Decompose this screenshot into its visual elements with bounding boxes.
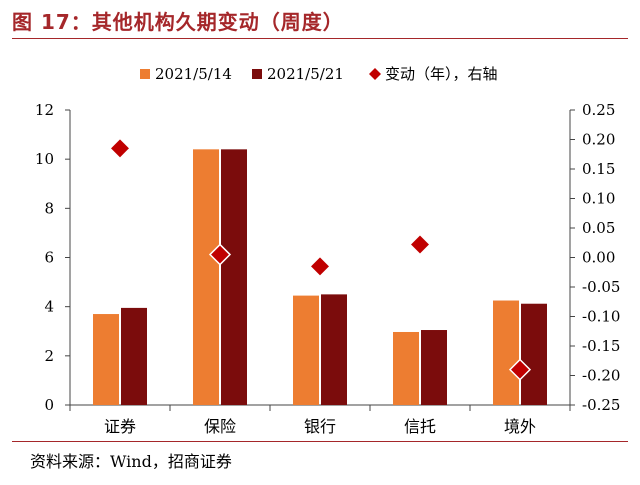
bar-series2 xyxy=(521,303,547,405)
legend-swatch xyxy=(369,68,381,80)
figure-title: 图 17：其他机构久期变动（周度） xyxy=(12,10,344,34)
legend-label: 2021/5/21 xyxy=(267,65,344,83)
bar-series1 xyxy=(93,314,119,405)
legend-label: 变动（年），右轴 xyxy=(385,65,498,83)
legend-swatch xyxy=(252,69,262,79)
footer-divider xyxy=(12,441,628,442)
title-divider xyxy=(12,38,628,39)
bar-series1 xyxy=(193,149,219,405)
diamond-marker xyxy=(208,243,232,266)
right-tick-label: -0.15 xyxy=(582,337,620,355)
right-tick-label: -0.05 xyxy=(582,278,620,296)
bar-series2 xyxy=(321,294,347,405)
bar-series xyxy=(93,149,547,405)
right-tick-label: 0.20 xyxy=(582,131,615,149)
diamond-marker xyxy=(408,233,432,256)
right-tick-label: -0.20 xyxy=(582,367,620,385)
bar-series2 xyxy=(221,149,247,405)
bar-series2 xyxy=(421,330,447,405)
bar-series1 xyxy=(293,295,319,405)
bar-series2 xyxy=(121,307,147,405)
right-tick-label: 0.00 xyxy=(582,249,615,267)
legend-label: 2021/5/14 xyxy=(155,65,232,83)
bar-series1 xyxy=(493,300,519,405)
bar-series1 xyxy=(393,331,419,405)
legend-swatch xyxy=(140,69,150,79)
x-tick-label: 保险 xyxy=(204,417,236,436)
right-tick-label: 0.05 xyxy=(582,219,615,237)
left-tick-label: 2 xyxy=(44,347,54,365)
source-note: 资料来源：Wind，招商证券 xyxy=(30,452,232,471)
left-tick-label: 6 xyxy=(44,249,54,267)
right-tick-label: 0.15 xyxy=(582,160,615,178)
marker-series xyxy=(108,137,532,381)
left-tick-label: 8 xyxy=(44,199,54,217)
x-tick-label: 信托 xyxy=(404,417,436,436)
left-tick-label: 12 xyxy=(35,101,54,119)
x-tick-label: 证券 xyxy=(104,417,136,436)
chart-axes: 0 2 4 6 8 10 12 -0.25 -0.20 -0.15 -0.10 -0.05 0.00 0.… xyxy=(35,101,621,436)
left-tick-label: 4 xyxy=(44,298,54,316)
x-tick-label: 银行 xyxy=(304,417,336,436)
diamond-marker xyxy=(308,255,332,278)
x-tick-label: 境外 xyxy=(504,417,536,436)
left-tick-label: 0 xyxy=(44,396,54,414)
right-tick-label: -0.10 xyxy=(582,308,620,326)
right-tick-label: 0.10 xyxy=(582,190,615,208)
right-tick-label: -0.25 xyxy=(582,396,620,414)
legend: 2021/5/14 2021/5/21 变动（年），右轴 xyxy=(140,65,498,83)
diamond-marker xyxy=(508,358,532,381)
right-tick-label: 0.25 xyxy=(582,101,615,119)
left-tick-label: 10 xyxy=(35,150,54,168)
diamond-marker xyxy=(108,137,132,160)
